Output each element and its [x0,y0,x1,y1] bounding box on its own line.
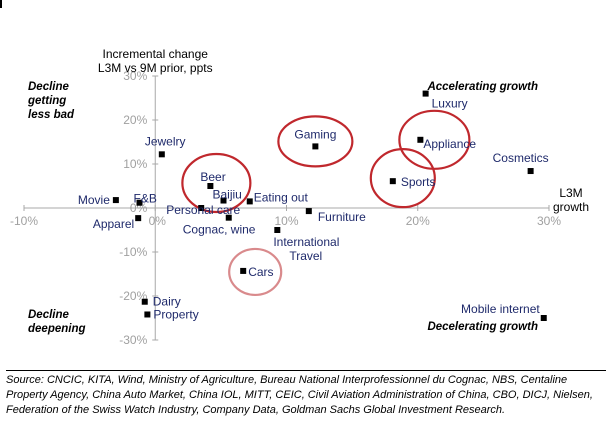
corner-tick-mark [0,0,2,8]
data-points [112,90,547,321]
y-axis-title: Incremental change [103,47,209,61]
highlight-circle-appliance [398,109,471,170]
label-dairy: Dairy [153,295,181,309]
point-labels: Luxury Gaming Appliance Cosmetics Sports Jewe… [78,97,549,322]
point-furniture [305,208,312,215]
quadrant-label-bottom-left: deepening [28,323,86,335]
point-apparel [135,215,142,222]
point-f-b [136,199,143,206]
quadrant-labels: Decline getting less bad Accelerating growt… [27,81,538,335]
point-baijiu [220,197,227,204]
point-property [144,311,151,318]
axes [23,75,550,341]
x-tick-label: 30% [537,214,561,228]
point-appliance [417,136,424,143]
origin-tick-label: 0% [149,214,167,228]
highlight-circle-beer [181,152,252,214]
point-international-travel [274,227,281,233]
quadrant-label-top-right: Accelerating growth [426,81,538,93]
label-baijiu: Baijiu [213,188,242,202]
label-jewelry: Jewelry [145,134,186,148]
label-international-travel: International Travel [273,235,339,263]
point-dairy [141,298,148,305]
point-sports [389,178,396,185]
y-tick-label: -30% [119,333,147,347]
quadrant-label-top-left: getting [27,95,66,107]
y-tick-label: -20% [119,289,147,303]
y-tick-label: 20% [123,113,147,127]
point-gaming [312,143,319,150]
highlight-circles [181,109,471,297]
x-tick-label: 20% [406,214,430,228]
label-personal-care: Personal care [166,203,240,217]
point-beer [207,183,214,189]
highlight-circle-cars [228,247,283,297]
y-tick-label: 30% [123,69,147,83]
y-tick-label: -10% [119,245,147,259]
label-property: Property [153,307,198,321]
point-movie [112,197,119,204]
quadrant-label-top-left: Decline [28,81,70,93]
y-tick-label: 10% [123,157,147,171]
label-mobile-internet: Mobile internet [461,302,540,316]
label-appliance: Appliance [423,137,476,151]
x-axis-title: growth [553,200,589,214]
point-jewelry [158,151,165,158]
label-cars: Cars [248,265,273,279]
quadrant-label-top-left: less bad [28,109,75,121]
highlight-circle-gaming [277,115,354,168]
point-luxury [422,90,429,97]
quadrant-label-bottom-left: Decline [28,309,70,321]
point-mobile-internet [540,315,547,321]
point-eating-out [246,198,253,205]
scatter-chart: -10% 10% 20% 30% 30% 20% 10% 0% -10% -20% -30% 0% I… [10,47,589,347]
label-beer: Beer [200,170,225,184]
tick-labels: -10% 10% 20% 30% 30% 20% 10% 0% -10% -20% -30% 0% [10,69,561,347]
point-cars [240,267,247,274]
label-furniture: Furniture [318,210,366,224]
highlight-circle-sports [369,148,436,209]
quadrant-label-bottom-right: Decelerating growth [427,321,538,333]
x-axis-title: L3M [559,186,582,200]
label-gaming: Gaming [294,127,336,141]
label-cognac-wine: Cognac, wine [183,223,256,237]
label-luxury: Luxury [432,97,468,111]
point-cognac-wine [225,214,232,221]
source-note: Source: CNCIC, KITA, Wind, Ministry of A… [6,370,606,418]
label-movie: Movie [78,193,110,207]
x-tick-label: 10% [274,214,298,228]
label-sports: Sports [401,175,436,189]
point-personal-care [198,205,205,211]
y-axis-title: L3M vs 9M prior, ppts [98,61,213,75]
label-cosmetics: Cosmetics [493,151,549,165]
point-cosmetics [527,168,534,175]
label-f-b: F&B [134,192,157,206]
x-tick-label: -10% [10,214,38,228]
y-tick-label: 0% [130,201,148,215]
label-eating-out: Eating out [254,190,309,204]
label-apparel: Apparel [93,217,134,231]
